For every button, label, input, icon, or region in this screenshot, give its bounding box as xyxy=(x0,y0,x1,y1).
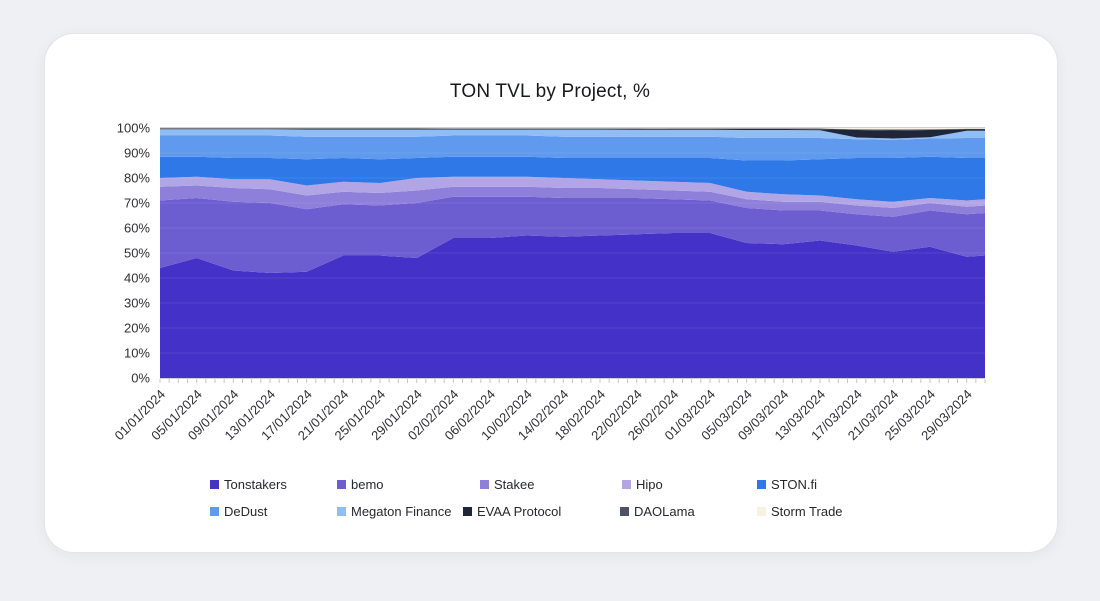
area-daolama xyxy=(160,128,985,131)
y-tick-label: 10% xyxy=(124,346,150,361)
y-tick-label: 30% xyxy=(124,296,150,311)
y-tick-label: 100% xyxy=(117,121,151,136)
y-tick-label: 80% xyxy=(124,171,150,186)
y-tick-label: 50% xyxy=(124,246,150,261)
area-storm-trade xyxy=(160,128,985,130)
chart-title: TON TVL by Project, % xyxy=(449,81,651,102)
y-tick-label: 0% xyxy=(131,371,150,386)
area-megaton-finance xyxy=(160,129,985,140)
y-tick-label: 90% xyxy=(124,146,150,161)
y-tick-label: 20% xyxy=(124,321,150,336)
y-tick-label: 70% xyxy=(124,196,150,211)
area-hipo xyxy=(160,176,985,208)
y-tick-label: 60% xyxy=(124,221,150,236)
area-evaa-protocol xyxy=(160,128,985,139)
area-ston-fi xyxy=(160,156,985,202)
area-stakee xyxy=(160,185,985,217)
area-tonstakers xyxy=(160,233,985,378)
y-tick-label: 40% xyxy=(124,271,150,286)
area-bemo xyxy=(160,196,985,273)
area-dedust xyxy=(160,135,985,161)
